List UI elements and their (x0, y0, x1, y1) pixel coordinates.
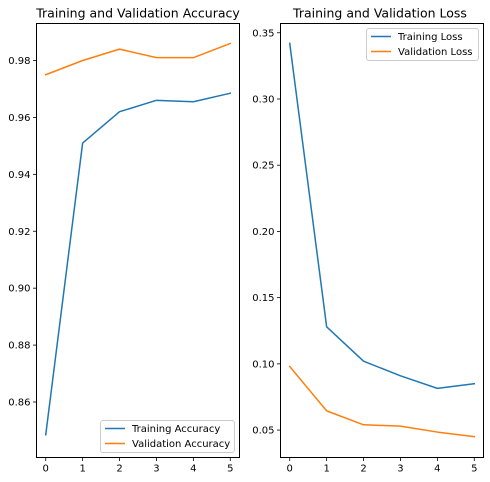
loss-xtick-label: 5 (471, 464, 477, 475)
loss-xtick-label: 0 (287, 464, 293, 475)
loss-ytick-label: 0.35 (252, 28, 274, 39)
accuracy-chart-title: Training and Validation Accuracy (35, 6, 240, 21)
loss-chart-title: Training and Validation Loss (292, 6, 467, 21)
loss-xtick-label: 4 (434, 464, 440, 475)
loss-legend: Training Loss Validation Loss (366, 28, 479, 61)
loss-ytick-label: 0.10 (252, 359, 274, 370)
accuracy-ytick-label: 0.96 (8, 113, 30, 124)
loss-ytick-label: 0.25 (252, 161, 274, 172)
accuracy-xtick-label: 3 (153, 464, 159, 475)
accuracy-ytick-label: 0.88 (8, 341, 30, 352)
loss-ytick-label: 0.15 (252, 293, 274, 304)
loss-ytick-label: 0.05 (252, 426, 274, 437)
accuracy-series-line-training (44, 92, 232, 436)
accuracy-xtick-label: 2 (116, 464, 122, 475)
accuracy-ytick-label: 0.94 (8, 170, 30, 181)
accuracy-ytick-label: 0.92 (8, 227, 30, 238)
accuracy-ytick-label: 0.86 (8, 398, 30, 409)
accuracy-xtick-label: 4 (190, 464, 196, 475)
accuracy-ytick-label: 0.98 (8, 56, 30, 67)
loss-xtick-label: 3 (397, 464, 403, 475)
accuracy-plot-frame (36, 23, 240, 458)
accuracy-xtick-label: 5 (227, 464, 233, 475)
accuracy-series-line-validation (44, 42, 232, 76)
loss-legend-box (366, 28, 479, 61)
loss-xtick-label: 1 (323, 464, 329, 475)
loss-legend-label-training: Training Loss (397, 32, 463, 43)
loss-chart: Training and Validation Loss 0 1 2 3 4 5 0.05 0… (252, 6, 484, 475)
loss-plot-frame (280, 23, 484, 458)
loss-series-line-training (288, 42, 476, 390)
accuracy-xtick-label: 1 (79, 464, 85, 475)
accuracy-legend: Training Accuracy Validation Accuracy (100, 420, 235, 453)
accuracy-legend-label-validation: Validation Accuracy (132, 439, 230, 450)
loss-ytick-label: 0.30 (252, 94, 274, 105)
loss-legend-label-validation: Validation Loss (398, 47, 473, 58)
accuracy-xtick-label: 0 (43, 464, 49, 475)
loss-xtick-label: 2 (360, 464, 366, 475)
accuracy-legend-label-training: Training Accuracy (131, 424, 220, 435)
accuracy-chart: Training and Validation Accuracy 0 1 2 3 4 5 0… (8, 6, 240, 475)
accuracy-legend-box (100, 420, 235, 453)
loss-ytick-label: 0.20 (252, 227, 274, 238)
loss-series-line-validation (288, 365, 476, 438)
accuracy-ytick-label: 0.90 (8, 284, 30, 295)
